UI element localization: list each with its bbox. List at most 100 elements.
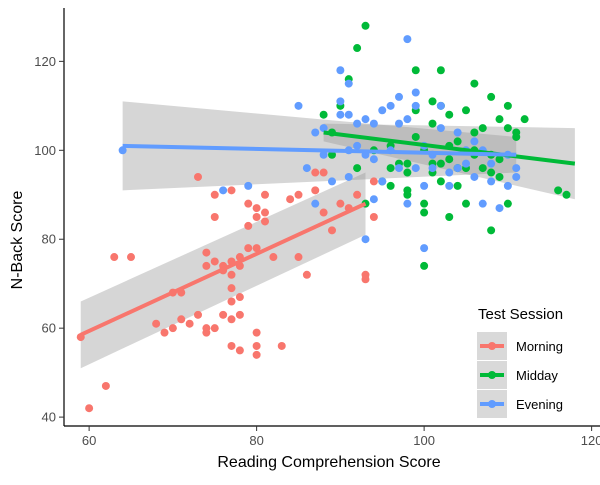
data-point-morning [202,261,211,270]
data-point-evening [428,164,437,173]
y-tick-label: 80 [42,232,56,247]
y-tick-label: 120 [34,54,56,69]
data-point-midday [478,164,487,173]
legend-point-evening [488,400,496,408]
legend-items: Morning Midday Evening [477,332,563,418]
data-point-evening [294,101,303,110]
data-point-morning [369,177,378,186]
data-point-evening [219,186,228,195]
data-point-evening [411,88,420,97]
data-point-morning [252,213,261,221]
y-tick-label: 60 [42,321,56,336]
data-point-midday [420,208,429,217]
data-point-midday [445,213,454,221]
data-point-evening [369,195,378,204]
data-point-evening [328,177,336,186]
data-point-midday [445,155,454,164]
trend-line-morning [79,201,367,337]
data-point-evening [344,172,353,181]
x-tick-label: 120 [581,433,600,448]
data-point-evening [118,146,127,155]
data-point-morning [210,257,219,266]
y-tick-label: 40 [42,410,56,425]
x-axis-title: Reading Comprehension Score [217,454,440,471]
data-point-midday [411,132,420,141]
data-point-midday [495,155,504,164]
data-point-morning [336,199,345,208]
data-point-morning [294,253,303,262]
data-point-morning [177,315,186,324]
data-point-morning [302,270,311,279]
data-point-morning [269,253,278,262]
data-point-morning [261,217,269,226]
data-point-midday [403,190,412,199]
data-point-morning [202,248,211,257]
data-point-morning [319,208,328,217]
data-point-evening [353,141,362,150]
data-point-morning [185,319,194,328]
data-point-evening [403,199,412,208]
data-points [76,21,571,413]
data-point-midday [328,150,336,159]
data-point-evening [319,124,328,133]
data-point-morning [319,168,328,177]
data-point-evening [386,101,395,110]
data-point-midday [353,44,362,53]
data-point-morning [110,253,119,262]
data-point-midday [428,119,437,128]
data-point-midday [386,181,395,190]
data-point-morning [219,310,228,319]
data-point-morning [152,319,161,328]
data-point-midday [403,168,412,177]
legend-title: Test Session [478,306,563,323]
data-point-evening [445,181,454,190]
data-point-morning [101,381,110,390]
data-point-midday [403,159,412,168]
data-point-evening [369,119,378,128]
data-point-evening [302,164,311,173]
data-point-morning [235,346,244,355]
legend-label-midday: Midday [516,368,558,383]
data-point-morning [227,341,236,350]
data-point-evening [453,128,462,137]
confidence-bands [80,101,575,369]
data-point-evening [403,115,412,124]
data-point-morning [252,350,261,359]
data-point-midday [470,128,479,137]
data-point-morning [252,328,261,337]
data-point-midday [353,164,362,173]
data-point-evening [344,79,353,88]
data-point-morning [328,226,336,235]
data-point-midday [554,186,563,195]
data-point-morning [361,275,370,284]
data-point-morning [252,244,261,253]
data-point-evening [436,101,445,110]
data-point-morning [261,208,269,217]
data-point-evening [336,97,345,106]
data-point-midday [487,226,496,235]
data-point-morning [227,297,236,306]
data-point-evening [244,181,253,190]
data-point-midday [420,199,429,208]
data-point-midday [478,124,487,133]
data-point-morning [286,195,295,204]
data-point-midday [503,199,512,208]
data-point-evening [395,92,403,101]
data-point-morning [277,341,286,350]
data-point-evening [445,168,454,177]
data-point-evening [411,101,420,110]
data-point-morning [252,204,261,213]
data-point-morning [194,172,202,181]
data-point-evening [369,155,378,164]
data-point-midday [453,181,462,190]
data-point-evening [420,181,429,190]
data-point-evening [487,159,496,168]
data-point-morning [210,213,219,221]
trend-line-evening [122,143,517,157]
data-point-morning [168,324,177,333]
data-point-evening [512,172,521,181]
data-point-morning [210,324,219,333]
x-tick-label: 60 [82,433,96,448]
data-point-midday [495,115,504,124]
